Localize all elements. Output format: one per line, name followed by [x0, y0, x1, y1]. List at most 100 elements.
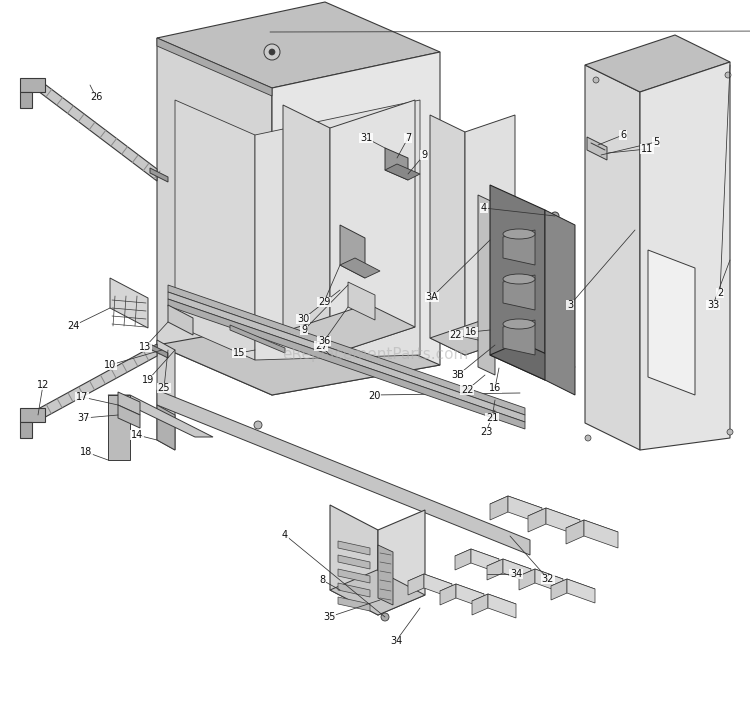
Polygon shape — [20, 408, 45, 422]
Polygon shape — [503, 559, 531, 583]
Text: 12: 12 — [37, 380, 50, 390]
Polygon shape — [150, 168, 168, 182]
Text: 20: 20 — [368, 391, 380, 401]
Polygon shape — [566, 520, 618, 540]
Text: 34: 34 — [510, 569, 522, 579]
Polygon shape — [38, 344, 157, 421]
Polygon shape — [330, 505, 378, 615]
Text: 4: 4 — [282, 530, 288, 540]
Polygon shape — [338, 555, 370, 569]
Circle shape — [254, 421, 262, 429]
Polygon shape — [20, 422, 32, 438]
Polygon shape — [528, 508, 546, 532]
Polygon shape — [157, 315, 440, 395]
Polygon shape — [38, 79, 157, 181]
Polygon shape — [330, 570, 425, 615]
Polygon shape — [455, 549, 499, 566]
Polygon shape — [503, 320, 535, 355]
Text: 3B: 3B — [452, 370, 464, 380]
Polygon shape — [546, 508, 580, 536]
Circle shape — [381, 613, 389, 621]
Text: 6: 6 — [620, 130, 626, 140]
Text: 22: 22 — [450, 330, 462, 340]
Polygon shape — [378, 545, 393, 605]
Polygon shape — [283, 105, 330, 355]
Polygon shape — [408, 574, 424, 595]
Polygon shape — [490, 496, 542, 516]
Text: 14: 14 — [130, 430, 143, 440]
Text: 2: 2 — [717, 288, 723, 298]
Polygon shape — [585, 35, 730, 92]
Text: 37: 37 — [78, 413, 90, 423]
Polygon shape — [584, 520, 618, 548]
Polygon shape — [348, 282, 375, 320]
Polygon shape — [272, 52, 440, 395]
Text: 26: 26 — [90, 92, 102, 102]
Ellipse shape — [503, 274, 535, 284]
Polygon shape — [503, 230, 535, 265]
Polygon shape — [566, 520, 584, 544]
Polygon shape — [545, 210, 575, 395]
Polygon shape — [157, 2, 440, 88]
Polygon shape — [108, 395, 213, 437]
Text: 32: 32 — [542, 574, 554, 584]
Polygon shape — [108, 395, 130, 460]
Polygon shape — [385, 164, 420, 180]
Polygon shape — [430, 321, 515, 355]
Polygon shape — [472, 594, 516, 611]
Circle shape — [264, 44, 280, 60]
Ellipse shape — [503, 229, 535, 239]
Text: 19: 19 — [142, 375, 154, 385]
Polygon shape — [230, 325, 285, 353]
Ellipse shape — [503, 319, 535, 329]
Polygon shape — [157, 405, 175, 450]
Polygon shape — [168, 299, 525, 429]
Text: eReplacementParts.com: eReplacementParts.com — [282, 346, 468, 361]
Polygon shape — [168, 292, 525, 422]
Polygon shape — [567, 579, 595, 603]
Polygon shape — [168, 285, 525, 415]
Polygon shape — [283, 304, 415, 355]
Text: 8: 8 — [319, 575, 325, 585]
Text: 7: 7 — [405, 133, 411, 143]
Text: 33: 33 — [706, 300, 719, 310]
Polygon shape — [490, 185, 545, 380]
Polygon shape — [20, 78, 45, 92]
Polygon shape — [168, 305, 193, 335]
Polygon shape — [508, 496, 542, 524]
Text: 36: 36 — [318, 336, 330, 346]
Circle shape — [269, 49, 275, 55]
Polygon shape — [157, 38, 272, 96]
Text: 13: 13 — [139, 342, 151, 352]
Text: 15: 15 — [232, 348, 245, 358]
Polygon shape — [472, 594, 488, 615]
Text: 35: 35 — [322, 612, 335, 622]
Polygon shape — [465, 115, 515, 355]
Polygon shape — [378, 510, 425, 615]
Polygon shape — [385, 148, 408, 180]
Polygon shape — [424, 574, 452, 598]
Text: 24: 24 — [67, 321, 80, 331]
Circle shape — [725, 72, 731, 78]
Text: 34: 34 — [390, 636, 402, 646]
Polygon shape — [478, 195, 495, 375]
Polygon shape — [640, 62, 730, 450]
Text: 23: 23 — [480, 427, 492, 437]
Polygon shape — [175, 100, 255, 360]
Polygon shape — [157, 390, 530, 555]
Text: 9: 9 — [421, 150, 427, 160]
Polygon shape — [551, 579, 595, 596]
Polygon shape — [330, 100, 415, 355]
Polygon shape — [110, 278, 148, 328]
Polygon shape — [456, 584, 484, 608]
Text: 16: 16 — [465, 327, 477, 337]
Polygon shape — [490, 342, 575, 380]
Text: 29: 29 — [318, 297, 330, 307]
Polygon shape — [20, 92, 32, 108]
Polygon shape — [338, 541, 370, 555]
Circle shape — [727, 429, 733, 435]
Text: 31: 31 — [360, 133, 372, 143]
Polygon shape — [255, 100, 420, 360]
Polygon shape — [118, 392, 140, 415]
Polygon shape — [503, 275, 535, 310]
